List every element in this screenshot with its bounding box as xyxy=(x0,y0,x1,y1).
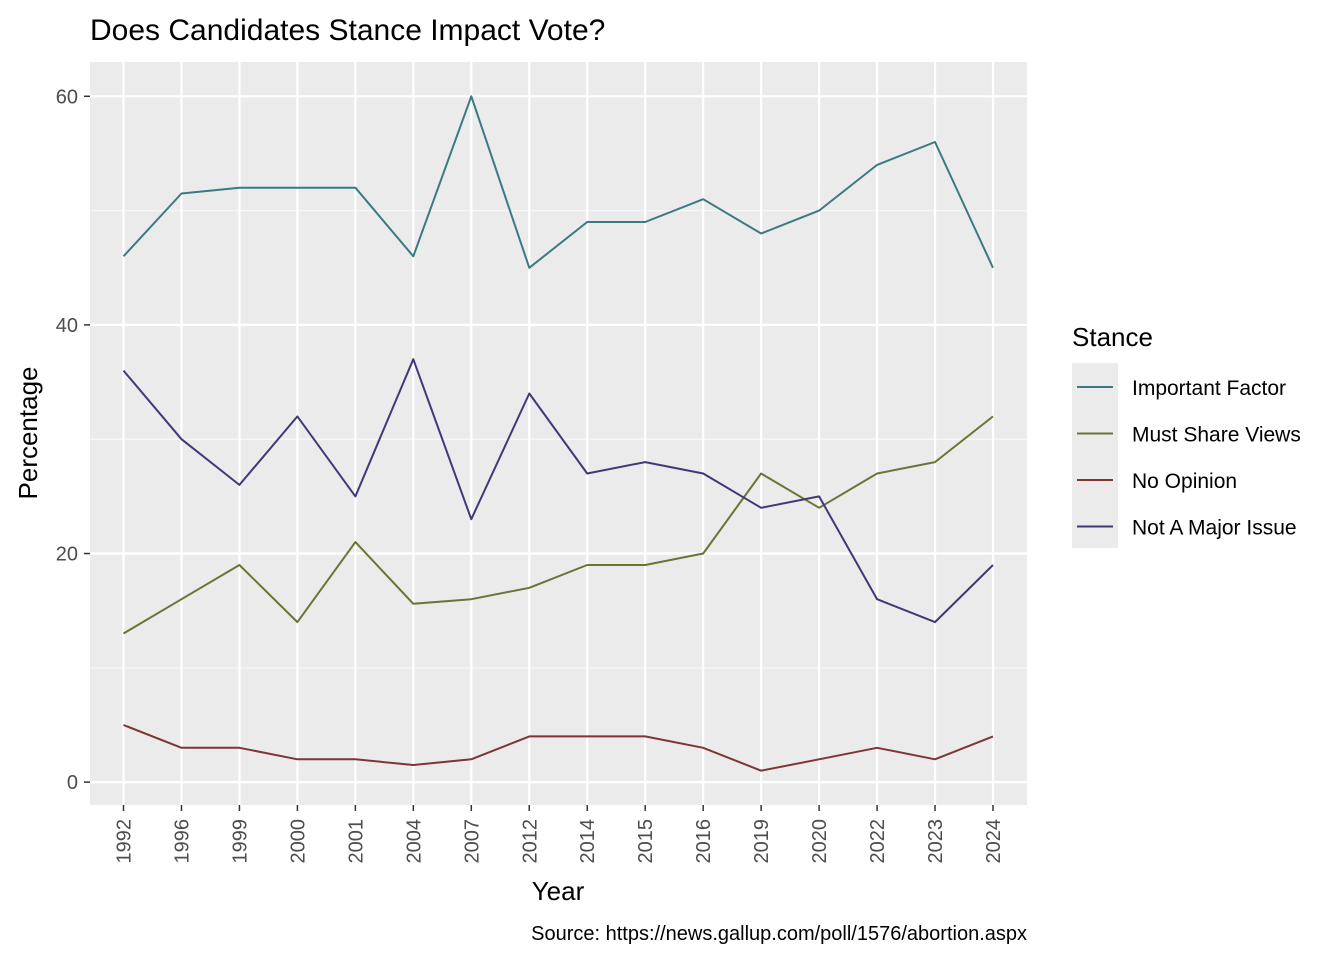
legend-label: Must Share Views xyxy=(1132,424,1301,447)
x-tick-label: 2024 xyxy=(983,819,1005,864)
minor-gridlines xyxy=(90,210,1027,669)
x-tick-label: 2023 xyxy=(925,819,947,864)
x-tick-label: 2004 xyxy=(403,819,425,864)
x-axis-title: Year xyxy=(532,876,585,906)
chart-title: Does Candidates Stance Impact Vote? xyxy=(90,14,605,47)
series-line-must-share-views xyxy=(122,415,994,635)
series-line-no-opinion xyxy=(123,724,994,772)
x-tick-label: 2012 xyxy=(519,819,541,864)
x-tick-label: 2015 xyxy=(635,819,657,864)
x-tick-label: 2000 xyxy=(287,819,309,864)
x-tick-label: 2019 xyxy=(751,819,773,864)
legend-label: Not A Major Issue xyxy=(1132,517,1297,540)
y-tick-label: 0 xyxy=(67,772,78,794)
legend-label: No Opinion xyxy=(1132,470,1237,493)
y-tick-label: 60 xyxy=(56,86,78,108)
x-tick-label: 2016 xyxy=(693,819,715,864)
series-line-important-factor xyxy=(122,95,994,269)
x-tick-label: 2014 xyxy=(577,819,599,864)
x-tick-label: 1992 xyxy=(114,819,136,864)
source-caption: Source: https://news.gallup.com/poll/157… xyxy=(531,923,1027,945)
x-tick-label: 1999 xyxy=(229,819,251,864)
y-axis-title: Percentage xyxy=(13,367,43,500)
x-tick-label: 2020 xyxy=(809,819,831,864)
series-lines xyxy=(122,95,994,772)
x-tick-label: 2001 xyxy=(345,819,367,864)
legend: Stance Important Factor Must Share Views N… xyxy=(1072,322,1301,548)
y-axis-ticks: 0 20 40 60 xyxy=(56,86,90,794)
legend-title: Stance xyxy=(1072,322,1153,352)
x-axis-ticks: 1992 1996 1999 2000 2001 2004 2007 2012 2014 2015… xyxy=(114,805,1005,864)
y-tick-label: 20 xyxy=(56,544,78,566)
x-tick-label: 1996 xyxy=(171,819,193,864)
major-gridlines xyxy=(90,62,1027,805)
x-tick-label: 2022 xyxy=(867,819,889,864)
legend-label: Important Factor xyxy=(1132,377,1286,400)
series-line-not-a-major-issue xyxy=(122,358,994,624)
legend-key-background xyxy=(1072,363,1118,548)
y-tick-label: 40 xyxy=(56,315,78,337)
x-tick-label: 2007 xyxy=(461,819,483,864)
